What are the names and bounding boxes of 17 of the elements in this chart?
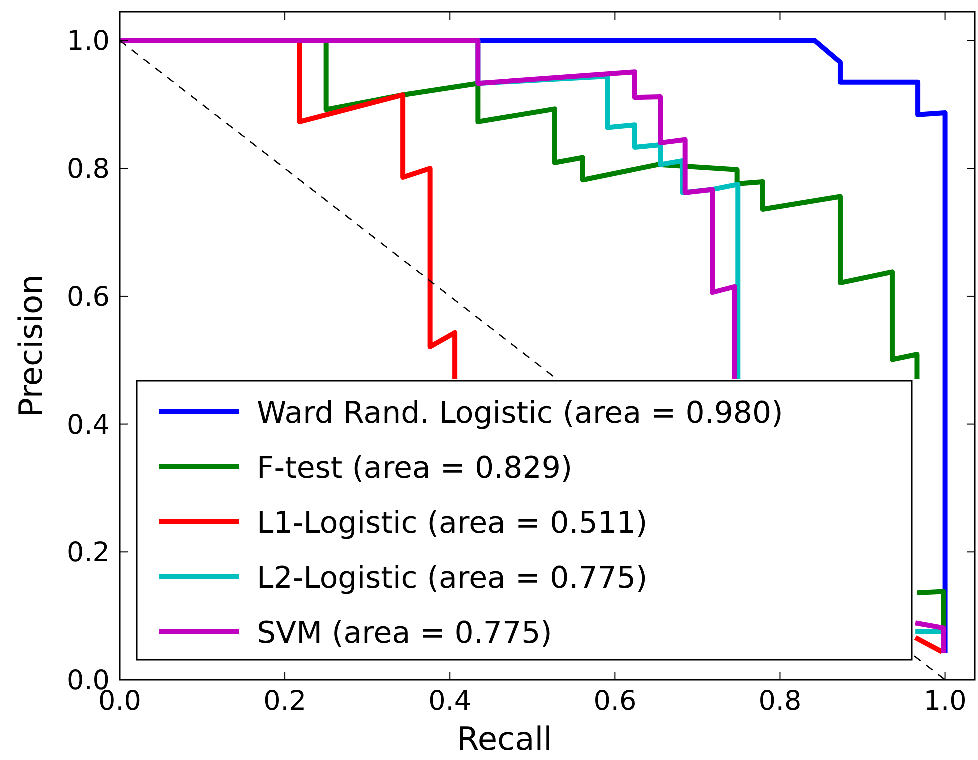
x-tick-label: 0.2: [264, 686, 307, 717]
x-tick-label: 0.8: [758, 686, 802, 717]
y-axis-title: Precision: [12, 274, 50, 418]
y-tick-label: 0.4: [67, 410, 110, 441]
legend-label: L2-Logistic (area = 0.775): [257, 561, 648, 596]
legend-label: SVM (area = 0.775): [257, 616, 552, 651]
x-axis-title: Recall: [457, 720, 552, 758]
y-tick-label: 0.6: [67, 282, 110, 313]
legend-label: L1-Logistic (area = 0.511): [257, 506, 648, 541]
x-tick-label: 0.4: [428, 686, 472, 717]
legend-label: Ward Rand. Logistic (area = 0.980): [257, 396, 784, 431]
x-tick-label: 1.0: [924, 686, 967, 717]
y-tick-label: 0.8: [67, 154, 110, 186]
legend-label: F-test (area = 0.829): [257, 451, 573, 486]
y-tick-label: 0.2: [67, 538, 110, 569]
x-tick-label: 0.6: [594, 686, 637, 717]
y-tick-label: 1.0: [67, 26, 110, 58]
